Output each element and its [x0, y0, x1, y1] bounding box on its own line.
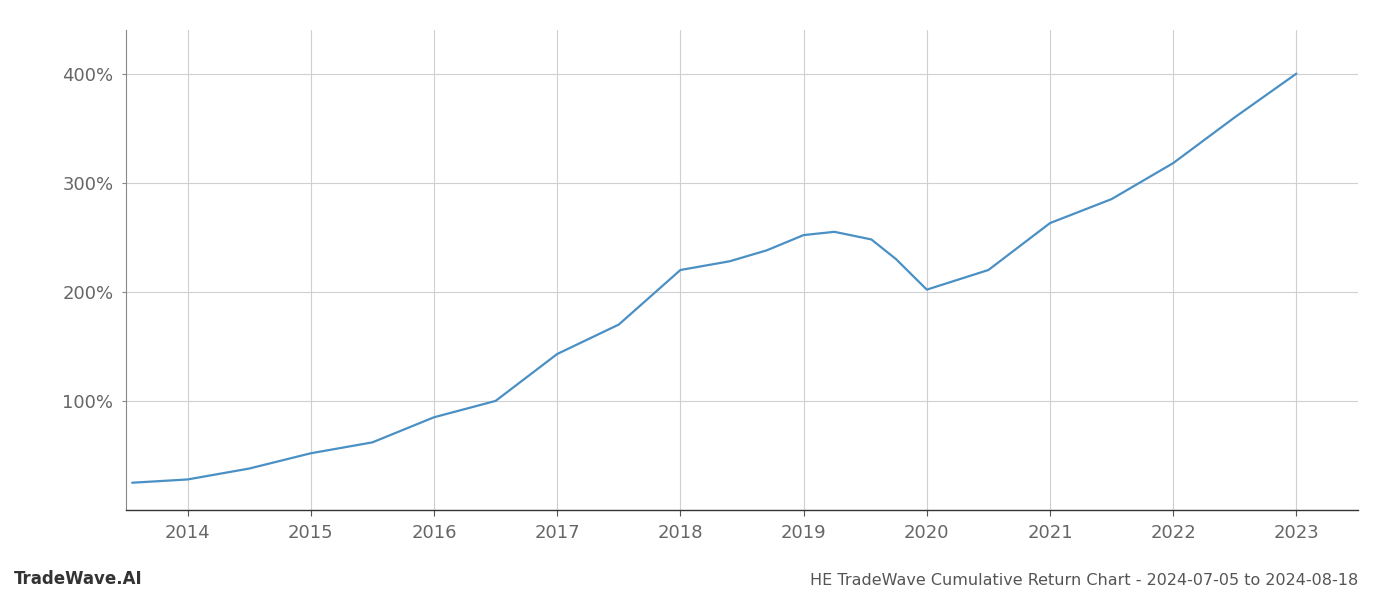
- Text: TradeWave.AI: TradeWave.AI: [14, 570, 143, 588]
- Text: HE TradeWave Cumulative Return Chart - 2024-07-05 to 2024-08-18: HE TradeWave Cumulative Return Chart - 2…: [809, 573, 1358, 588]
